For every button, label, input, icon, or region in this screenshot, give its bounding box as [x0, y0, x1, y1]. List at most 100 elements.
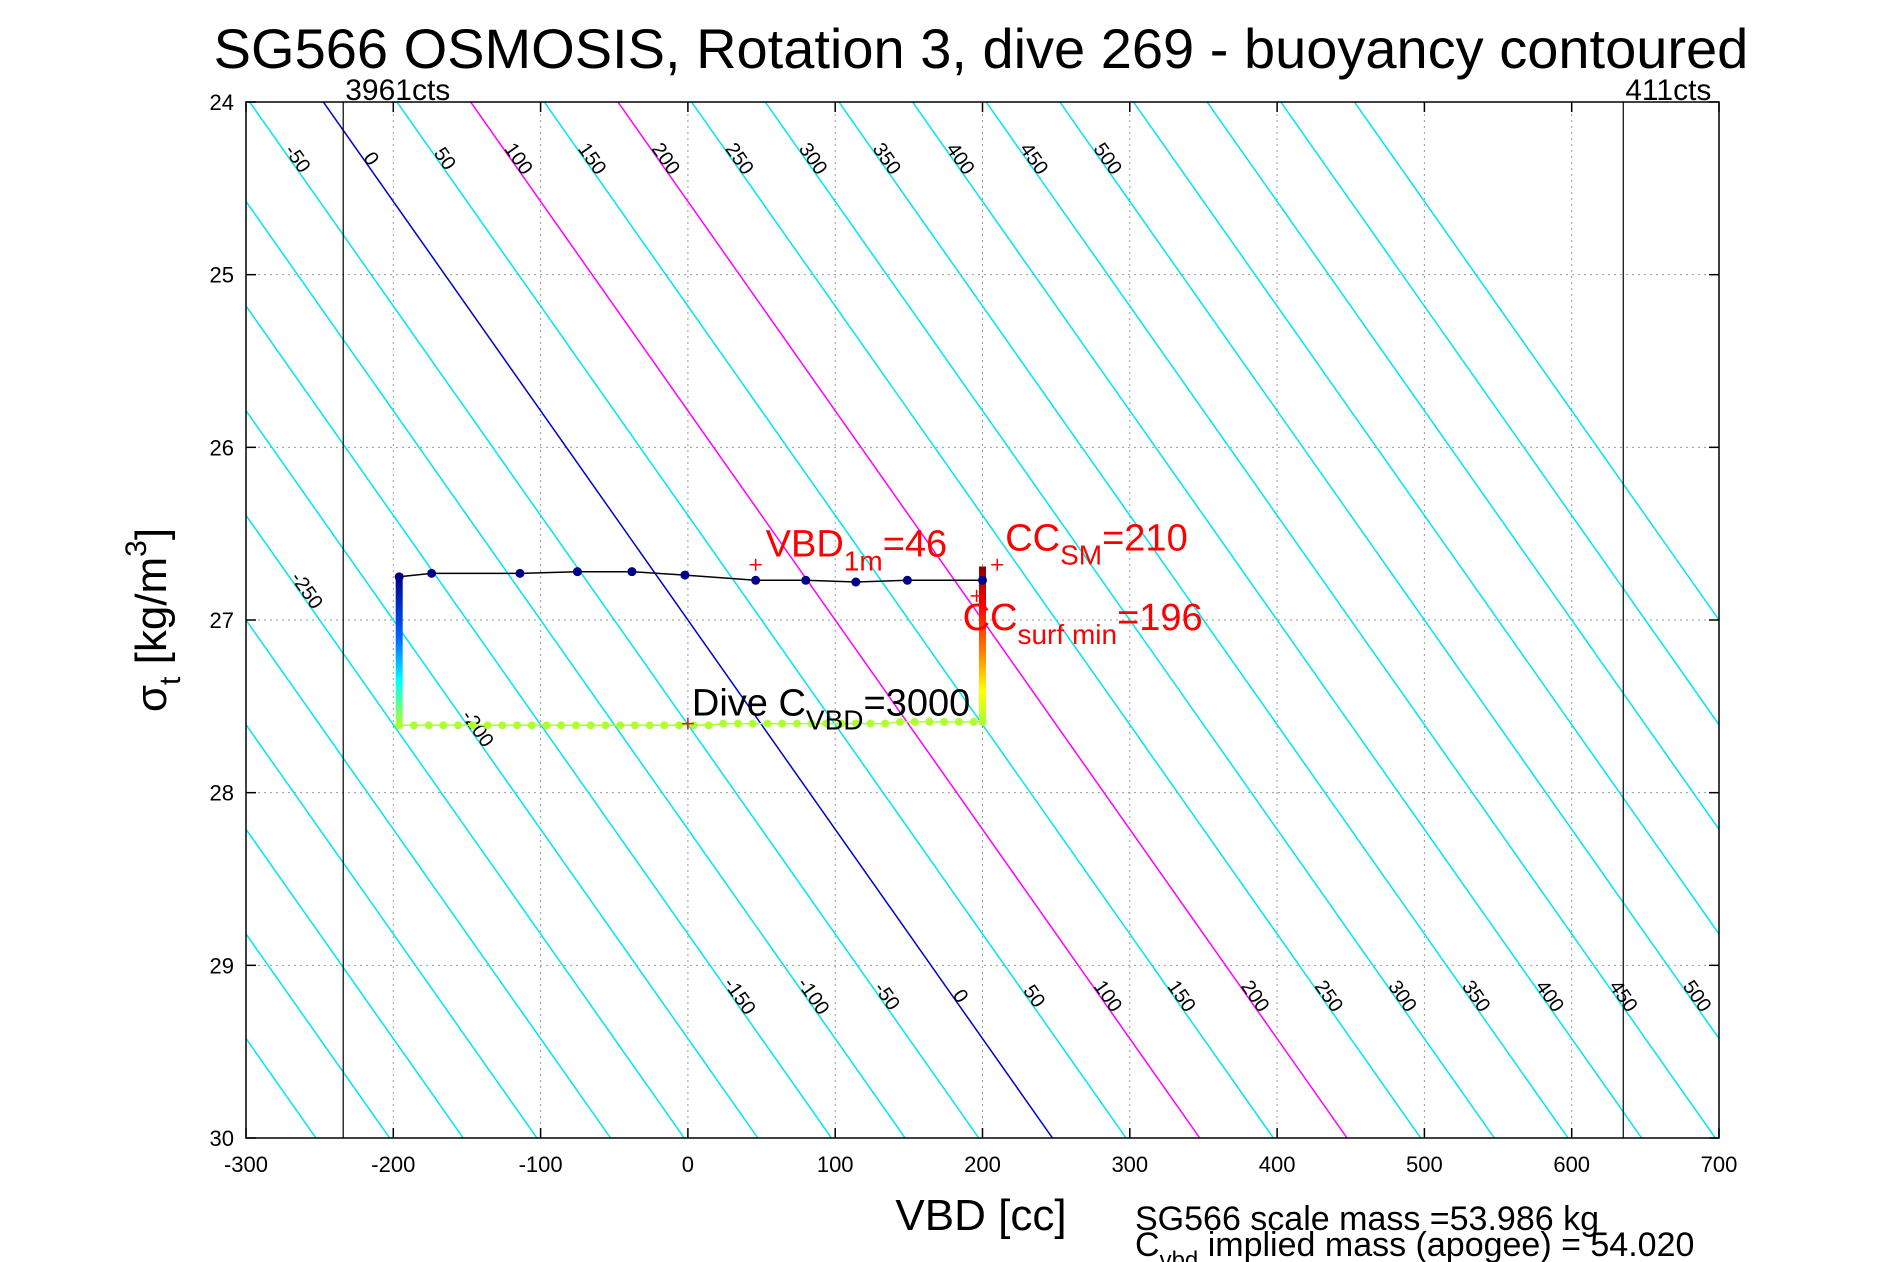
- dive-bottom-point: [616, 721, 625, 730]
- contour-label: 450: [1015, 139, 1052, 179]
- dive-bottom-point: [719, 719, 728, 728]
- contour-line: [246, 827, 464, 1138]
- axis-ticks: -300 -200 -100 0 100 200 300 400 500 600 700242526…: [210, 90, 1738, 1177]
- dive-bottom-point: [837, 719, 846, 728]
- contour-line: [246, 514, 685, 1138]
- contour-label: -50: [869, 978, 904, 1014]
- contour-line: [470, 102, 1201, 1138]
- contour-line: [396, 102, 1127, 1138]
- annotation-marker: [681, 717, 694, 730]
- dive-bottom-point: [792, 719, 801, 728]
- annotation-marker: [970, 589, 983, 602]
- contour-label: 100: [499, 139, 536, 179]
- contour-label: 150: [1163, 976, 1200, 1016]
- dive-bottom-point: [763, 719, 772, 728]
- dive-bottom-point: [645, 721, 654, 730]
- annotation-marker: [749, 558, 762, 571]
- annotations: VBD1m=46 CCSM=210 CCsurf min=196 Dive CVBD=…: [681, 518, 1203, 736]
- dive-bottom-point: [468, 721, 477, 730]
- contour-line: [1059, 102, 1719, 1040]
- surface-path-point: [680, 570, 690, 580]
- annotation-ccsurf: CCsurf min=196: [963, 597, 1203, 650]
- surface-path-point: [978, 575, 987, 585]
- y-tick-label: 29: [210, 953, 234, 978]
- surface-path-point: [394, 572, 404, 582]
- contour-label: -100: [792, 974, 833, 1019]
- contour-line: [0, 102, 242, 1138]
- contour-label: 350: [1457, 976, 1494, 1016]
- surface-path-line: [399, 570, 983, 583]
- dive-bottom-point: [851, 719, 860, 728]
- dive-bottom-point: [513, 721, 522, 730]
- contour-line: [246, 200, 906, 1138]
- vbd-bar: [979, 566, 986, 722]
- dive-bottom-point: [881, 719, 890, 728]
- x-axis-label: VBD [cc]: [895, 1191, 1066, 1240]
- dive-bottom-point: [424, 721, 433, 730]
- contour-label: -150: [154, 171, 195, 216]
- annotation-dive: Dive CVBD=3000: [692, 683, 970, 736]
- dive-bottom-point: [978, 717, 987, 726]
- x-tick-label: 400: [1259, 1152, 1296, 1177]
- x-tick-label: 300: [1111, 1152, 1148, 1177]
- dive-bottom-point: [542, 721, 551, 730]
- dive-bottom-point: [733, 719, 742, 728]
- contour-line: [249, 102, 980, 1138]
- y-tick-label: 25: [210, 263, 234, 288]
- contour-line: [1280, 102, 1719, 726]
- contour-label: 200: [647, 139, 684, 179]
- contour-label: 500: [1678, 976, 1715, 1016]
- implied-mass-note: Cvbd implied mass (apogee) = 54.020: [1135, 1226, 1694, 1262]
- dive-bottom-point: [454, 721, 463, 730]
- contour-line: [1132, 102, 1719, 936]
- x-tick-label: 0: [682, 1152, 694, 1177]
- y-tick-label: 28: [210, 781, 234, 806]
- dive-bottom-point: [439, 721, 448, 730]
- contour-label: 300: [794, 139, 831, 179]
- contour-line: [322, 102, 1054, 1138]
- y-tick-label: 27: [210, 608, 234, 633]
- contour-label: -50: [280, 141, 315, 177]
- dive-bottom-point: [571, 721, 580, 730]
- annotation-marker: [991, 558, 1004, 571]
- dive-bottom-point: [896, 717, 905, 726]
- dive-bottom-point: [910, 717, 919, 726]
- x-tick-label: 600: [1553, 1152, 1590, 1177]
- contour-label: -250: [286, 568, 327, 613]
- dive-bottom-point: [748, 719, 757, 728]
- scale-mass-note: SG566 scale mass =53.986 kg: [1135, 1200, 1599, 1238]
- contour-line: [838, 102, 1569, 1138]
- contour-label: 350: [868, 139, 905, 179]
- annotation-ccsm: CCSM=210: [1005, 518, 1187, 571]
- contour-line: [690, 102, 1422, 1138]
- contour-line: [246, 409, 759, 1138]
- surface-path-point: [751, 575, 761, 585]
- contour-label: 50: [429, 144, 460, 175]
- surface-path-point: [902, 575, 912, 585]
- x-tick-label: -200: [371, 1152, 415, 1177]
- dive-bottom-point: [483, 721, 492, 730]
- x-tick-label: 700: [1701, 1152, 1738, 1177]
- contour-line: [0, 102, 21, 1138]
- dive-bottom-point: [925, 717, 934, 726]
- data-series: [394, 566, 987, 730]
- contour-line: [246, 618, 612, 1138]
- contour-label: 300: [1383, 976, 1420, 1016]
- surface-path-point: [851, 577, 861, 587]
- contour-label: -300: [115, 430, 156, 475]
- contour-label: -200: [80, 171, 121, 216]
- dive-bottom-point: [527, 721, 536, 730]
- dive-bottom-point: [409, 721, 418, 730]
- contour-label: 250: [1310, 976, 1347, 1016]
- dive-bottom-point: [557, 721, 566, 730]
- contour-label: -250: [6, 171, 47, 216]
- contour-label: -200: [457, 706, 498, 751]
- x-tick-label: -100: [519, 1152, 563, 1177]
- contour-label: 400: [941, 139, 978, 179]
- contour-label: 200: [1236, 976, 1273, 1016]
- x-tick-label: 200: [964, 1152, 1001, 1177]
- contour-label: -150: [719, 974, 760, 1019]
- dive-bottom-point: [630, 721, 639, 730]
- contour-line: [0, 102, 95, 1138]
- surface-path-point: [572, 567, 582, 577]
